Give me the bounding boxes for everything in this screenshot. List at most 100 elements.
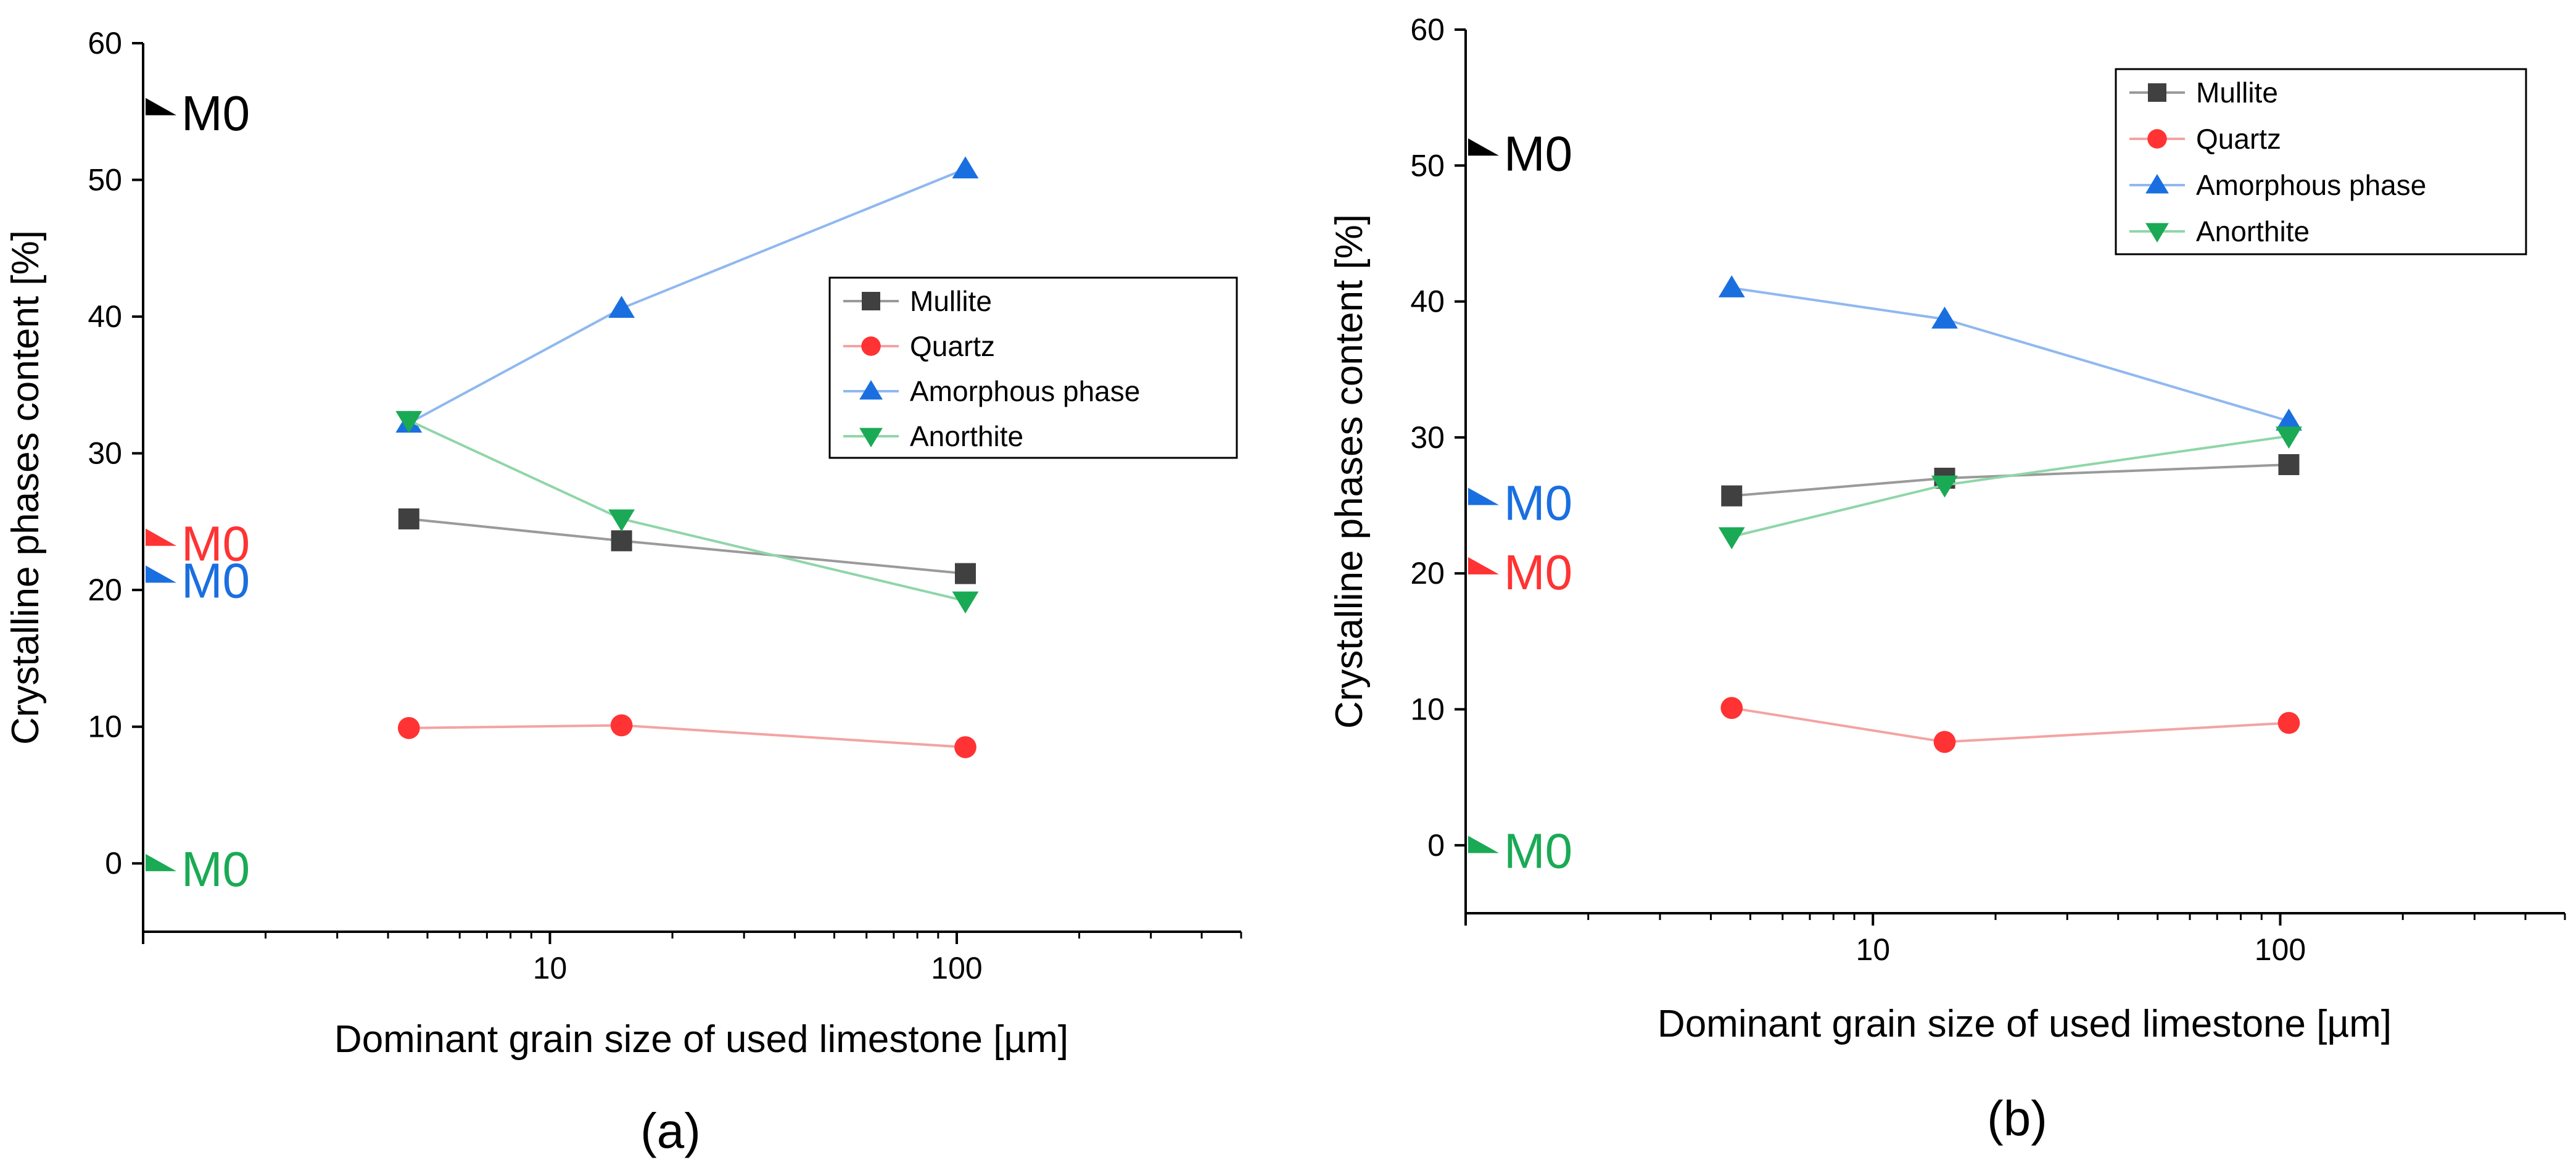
m0-label: M0 — [181, 553, 250, 608]
panel-label: (b) — [1987, 1091, 2047, 1146]
m0-label: M0 — [181, 86, 250, 141]
data-point-quartz — [1720, 697, 1743, 719]
legend-item-quartz: Quartz — [2129, 123, 2281, 155]
legend-label: Anorthite — [2196, 215, 2310, 247]
m0-pointer-icon — [1468, 557, 1499, 574]
data-point-mullite — [954, 563, 976, 584]
y-tick-label: 20 — [88, 573, 122, 607]
x-axis-title: Dominant grain size of used limestone [µ… — [334, 1018, 1068, 1061]
x-axis-title: Dominant grain size of used limestone [µ… — [1657, 1003, 2392, 1045]
legend: Mullite Quartz Amorphous phase Anorthite — [2115, 68, 2527, 255]
m0-pointer-icon — [1468, 487, 1499, 505]
legend-item-amorphous-phase: Amorphous phase — [843, 375, 1140, 407]
data-point-quartz — [610, 714, 633, 737]
x-tick-label: 10 — [533, 951, 568, 985]
legend-item-anorthite: Anorthite — [2129, 215, 2310, 247]
m0-annotation: M0 — [146, 842, 250, 897]
legend-box — [828, 276, 1238, 459]
data-point-amorphous-phase — [1718, 275, 1745, 297]
data-point-amorphous-phase — [608, 296, 635, 318]
m0-label: M0 — [181, 516, 250, 571]
series-anorthite — [1718, 426, 2302, 550]
series-quartz — [397, 714, 976, 758]
data-point-anorthite — [1718, 527, 1745, 550]
data-point-amorphous-phase — [2276, 408, 2302, 431]
y-tick-label: 10 — [88, 710, 122, 744]
data-point-amorphous-phase — [952, 156, 979, 179]
m0-annotation: M0 — [1468, 126, 1572, 181]
m0-label: M0 — [1504, 126, 1572, 181]
chart-panel-b: 0 10 20 30 40 50 60 10 100 Dominant grain size of… — [1328, 12, 2566, 1146]
m0-pointer-icon — [1468, 835, 1499, 853]
m0-label: M0 — [181, 842, 250, 897]
data-point-anorthite — [395, 411, 423, 433]
series-line-quartz — [408, 724, 966, 748]
m0-annotation: M0 — [1468, 823, 1572, 878]
legend-label: Quartz — [910, 330, 995, 362]
x-tick-label: 100 — [2255, 932, 2306, 967]
m0-pointer-icon — [146, 565, 176, 583]
y-axis-title: Crystalline phases content [%] — [4, 230, 47, 745]
legend-marker-amorphous-phase — [859, 380, 883, 400]
m0-label: M0 — [1504, 545, 1572, 600]
m0-pointer-icon — [146, 853, 176, 871]
m0-annotation: M0 — [1468, 475, 1572, 530]
series-mullite — [398, 508, 976, 584]
data-point-mullite — [1721, 485, 1743, 507]
data-point-quartz — [1933, 731, 1956, 753]
data-point-anorthite — [1931, 475, 1958, 498]
y-tick-label: 50 — [1410, 148, 1445, 183]
data-point-quartz — [397, 717, 420, 739]
m0-label: M0 — [1504, 823, 1572, 878]
panel-label: (a) — [640, 1103, 701, 1158]
chart-panel-a: 0 10 20 30 40 50 60 10 100 Dominant grain size of… — [4, 26, 1242, 1158]
legend-marker-anorthite — [2145, 223, 2169, 242]
legend-item-quartz: Quartz — [843, 330, 995, 362]
y-tick-label: 30 — [88, 436, 122, 471]
legend-marker-anorthite — [859, 428, 883, 447]
data-point-anorthite — [608, 509, 635, 532]
series-mullite — [1721, 454, 2300, 507]
y-tick-label: 0 — [105, 846, 122, 881]
legend-item-mullite: Mullite — [2129, 77, 2278, 109]
y-tick-label: 20 — [1410, 556, 1445, 591]
legend-label: Anorthite — [910, 420, 1023, 452]
m0-annotation: M0 — [146, 553, 250, 608]
y-tick-label: 0 — [1427, 828, 1445, 863]
legend-label: Amorphous phase — [2196, 169, 2426, 201]
series-anorthite — [395, 411, 979, 614]
legend-label: Amorphous phase — [910, 375, 1140, 407]
legend-item-anorthite: Anorthite — [843, 420, 1023, 452]
legend-item-amorphous-phase: Amorphous phase — [2129, 169, 2426, 201]
legend-marker-mullite — [862, 292, 880, 310]
series-line-amorphous-phase — [1731, 286, 2290, 423]
x-tick-label: 100 — [931, 951, 982, 985]
y-tick-label: 40 — [1410, 284, 1445, 319]
legend-marker-quartz — [861, 336, 881, 356]
series-line-quartz — [1731, 707, 2289, 744]
legend-marker-mullite — [2148, 83, 2166, 102]
series-line-mullite — [408, 517, 966, 575]
y-tick-label: 60 — [1410, 12, 1445, 47]
series-quartz — [1720, 697, 2300, 753]
m0-pointer-icon — [1468, 138, 1499, 156]
y-tick-label: 10 — [1410, 692, 1445, 727]
data-point-quartz — [954, 736, 976, 758]
series-line-mullite — [1732, 463, 2289, 497]
series-amorphous-phase — [1718, 275, 2302, 431]
legend-item-mullite: Mullite — [843, 285, 992, 317]
m0-annotation: M0 — [146, 516, 250, 571]
y-tick-label: 30 — [1410, 420, 1445, 455]
legend-label: Mullite — [2196, 77, 2278, 109]
data-point-mullite — [398, 508, 419, 529]
data-point-anorthite — [2276, 426, 2302, 449]
data-point-anorthite — [952, 591, 979, 614]
m0-label: M0 — [1504, 475, 1572, 530]
data-point-mullite — [611, 530, 632, 552]
legend-label: Mullite — [910, 285, 992, 317]
y-axis-title: Crystalline phases content [%] — [1328, 214, 1371, 729]
m0-pointer-icon — [146, 528, 176, 546]
y-tick-label: 50 — [88, 163, 122, 197]
